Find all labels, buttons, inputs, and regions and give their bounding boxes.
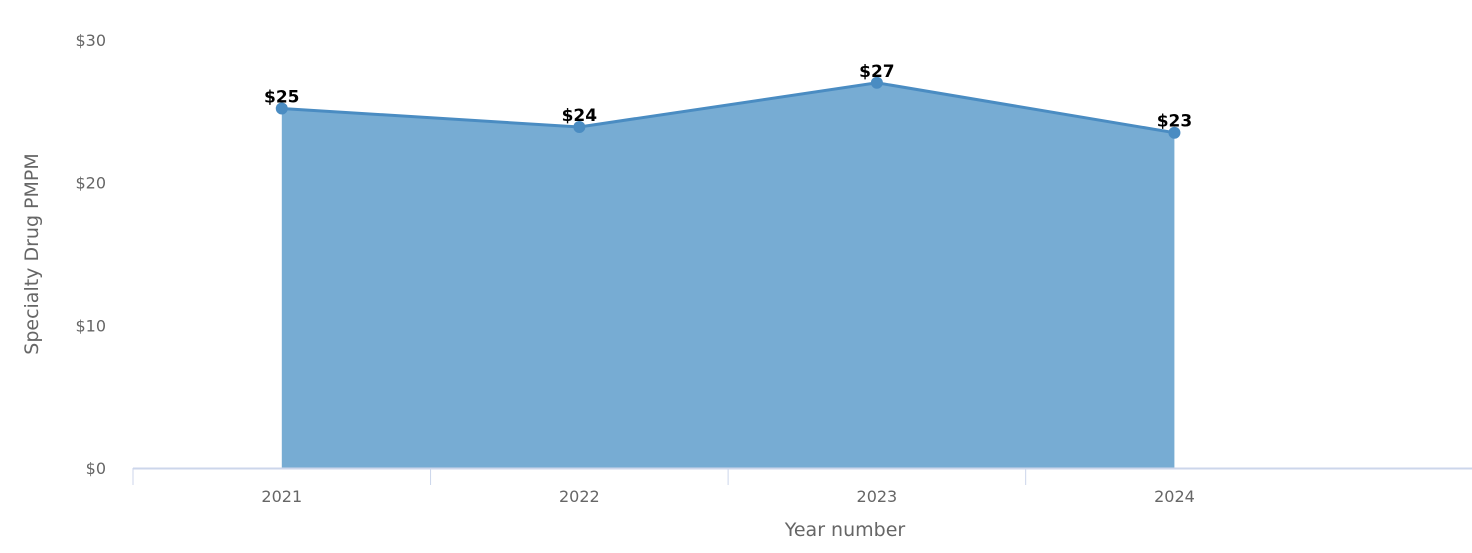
x-tick-label: 2021: [261, 487, 302, 506]
data-label: $25: [264, 87, 300, 107]
series-group: $25 $24 $27 $23: [264, 62, 1193, 469]
y-axis-tick-labels: $0 $10 $20 $30: [75, 31, 106, 478]
y-tick-label: $10: [75, 316, 106, 335]
data-point: [1168, 126, 1181, 139]
y-axis-title: Specialty Drug PMPM: [21, 153, 43, 354]
data-label: $27: [859, 62, 895, 82]
series-line: [281, 81, 1175, 135]
data-label: $24: [562, 106, 598, 126]
series-area: [281, 82, 1175, 469]
x-axis-title: Year number: [784, 519, 906, 541]
y-tick-label: $20: [75, 174, 106, 193]
data-label: $23: [1157, 112, 1193, 132]
x-tick-label: 2024: [1154, 487, 1195, 506]
y-tick-label: $30: [75, 31, 106, 50]
data-point: [573, 121, 586, 134]
y-tick-label: $0: [86, 459, 106, 478]
data-point: [870, 76, 883, 89]
x-tick-label: 2023: [857, 487, 898, 506]
x-tick-label: 2022: [559, 487, 600, 506]
x-axis: 2021 2022 2023 2024: [132, 467, 1472, 506]
data-point: [275, 102, 288, 115]
